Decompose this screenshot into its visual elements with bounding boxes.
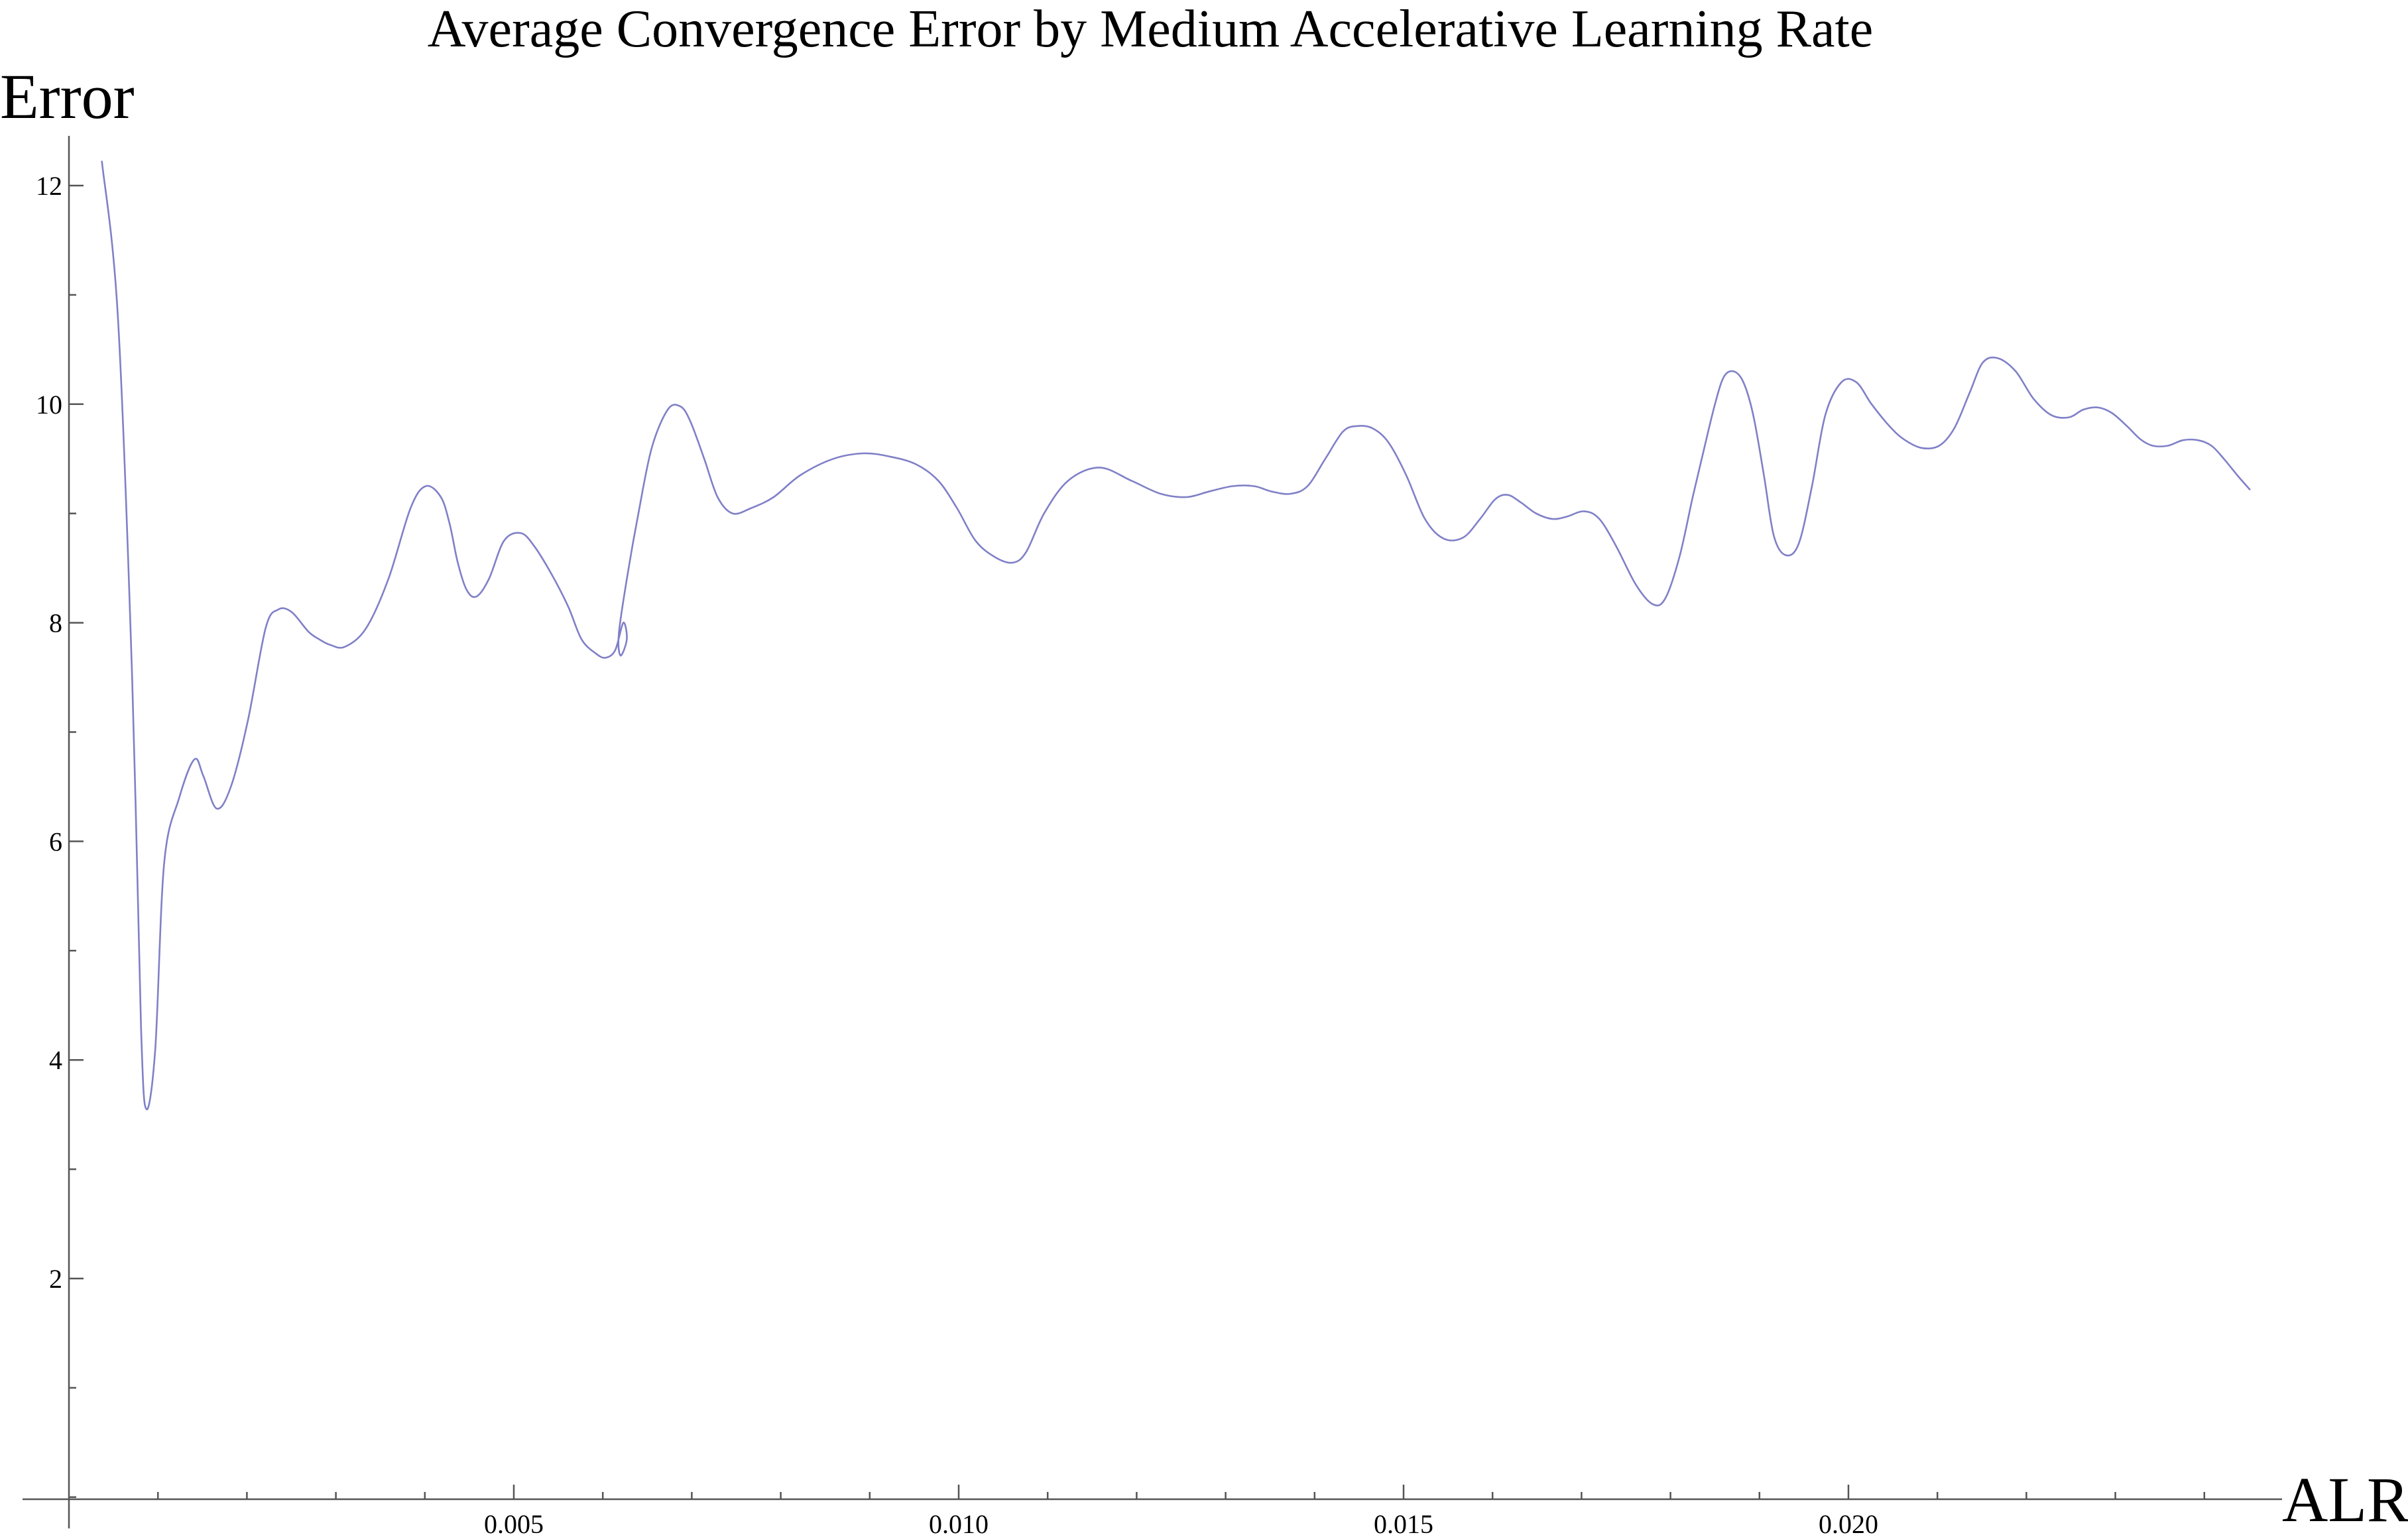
- y-tick-label: 8: [49, 608, 62, 638]
- y-tick-label: 10: [36, 390, 62, 420]
- chart-title: Average Convergence Error by Medium Acce…: [428, 0, 1874, 58]
- x-axis-label: ALR: [2282, 1464, 2408, 1535]
- series-line-1: [101, 160, 2251, 1111]
- x-tick-label: 0.005: [484, 1509, 544, 1539]
- y-axis-label: Error: [0, 61, 135, 132]
- x-tick-label: 0.015: [1374, 1509, 1433, 1539]
- x-tick-label: 0.020: [1819, 1509, 1878, 1539]
- x-tick-label: 0.010: [929, 1509, 989, 1539]
- y-tick-label: 2: [49, 1264, 62, 1294]
- y-tick-label: 6: [49, 826, 62, 856]
- y-tick-label: 12: [36, 171, 62, 201]
- y-tick-label: 4: [49, 1045, 62, 1075]
